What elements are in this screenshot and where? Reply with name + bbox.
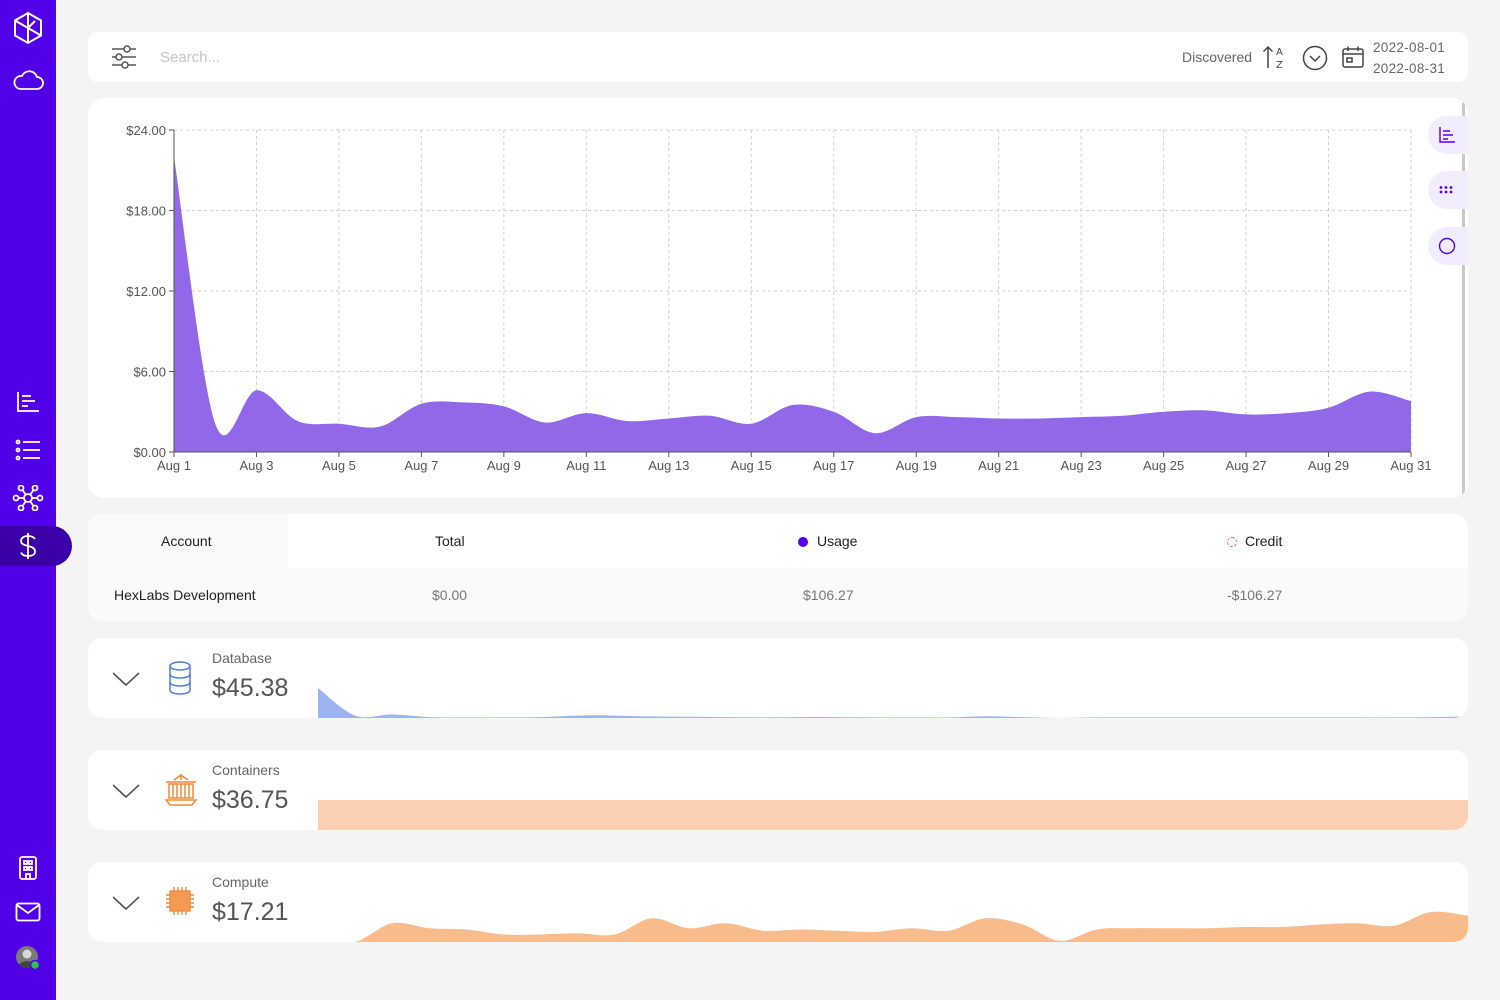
service-name: Database bbox=[212, 650, 272, 666]
x-tick-label: Aug 23 bbox=[1061, 458, 1102, 473]
header-usage[interactable]: Usage bbox=[798, 533, 857, 549]
network-icon[interactable] bbox=[8, 478, 48, 518]
svg-text:A: A bbox=[1276, 47, 1283, 58]
search-input[interactable] bbox=[160, 45, 760, 69]
x-tick-label: Aug 3 bbox=[239, 458, 273, 473]
chart-type-bar-button[interactable] bbox=[1428, 116, 1468, 154]
service-cost: $17.21 bbox=[212, 898, 289, 926]
service-cost: $45.38 bbox=[212, 674, 289, 702]
y-tick-label: $6.00 bbox=[133, 365, 166, 380]
svg-text:Z: Z bbox=[1276, 60, 1283, 70]
list-icon[interactable] bbox=[8, 430, 48, 470]
header-credit[interactable]: Credit bbox=[1227, 533, 1282, 549]
chevron-down-icon[interactable] bbox=[110, 892, 142, 914]
row-total: $0.00 bbox=[432, 587, 468, 603]
account-header-bg bbox=[88, 514, 288, 568]
x-tick-label: Aug 9 bbox=[487, 458, 521, 473]
header-credit-label: Credit bbox=[1245, 533, 1283, 549]
bar-chart-icon bbox=[1439, 127, 1455, 143]
header-account[interactable]: Account bbox=[161, 533, 212, 549]
row-credit: -$106.27 bbox=[1227, 587, 1283, 603]
service-card-compute[interactable]: Compute $17.21 bbox=[88, 862, 1468, 942]
cloud-icon[interactable] bbox=[8, 60, 48, 100]
dollar-icon[interactable] bbox=[8, 526, 48, 566]
x-tick-label: Aug 1 bbox=[157, 458, 191, 473]
date-range-end[interactable]: 2022-08-31 bbox=[1373, 61, 1446, 76]
account-table: Account Total Usage Credit HexLabs Devel… bbox=[88, 514, 1468, 621]
credit-legend-dot bbox=[1227, 537, 1237, 547]
y-tick-label: $24.00 bbox=[126, 123, 166, 138]
service-cost: $36.75 bbox=[212, 786, 289, 814]
service-card-database[interactable]: Database $45.38 bbox=[88, 638, 1468, 718]
chart-type-grid-button[interactable] bbox=[1428, 171, 1468, 209]
x-tick-label: Aug 27 bbox=[1225, 458, 1266, 473]
service-card-containers[interactable]: Containers $36.75 bbox=[88, 750, 1468, 830]
header-total[interactable]: Total bbox=[435, 533, 465, 549]
sort-label[interactable]: Discovered bbox=[1182, 49, 1253, 65]
service-sparkline bbox=[318, 911, 1468, 942]
x-tick-label: Aug 17 bbox=[813, 458, 854, 473]
sparkline-area bbox=[318, 800, 1468, 830]
active-nav-indicator bbox=[0, 526, 72, 566]
chevron-down-icon[interactable] bbox=[110, 668, 142, 690]
scrollbar[interactable] bbox=[1462, 102, 1465, 498]
mail-icon[interactable] bbox=[8, 892, 48, 932]
x-tick-label: Aug 19 bbox=[896, 458, 937, 473]
cost-area-chart: $0.00 $6.00 $12.00 $18.00 $24.00 Aug 1 Aug 3 Au… bbox=[126, 123, 1431, 473]
grid-dots-icon bbox=[1439, 186, 1453, 194]
y-tick-label: $0.00 bbox=[133, 445, 166, 460]
x-tick-label: Aug 7 bbox=[404, 458, 438, 473]
chevron-down-circle-icon[interactable] bbox=[1302, 45, 1328, 71]
toolbar: Discovered A Z 2022-08-01 2022-08-31 bbox=[88, 32, 1468, 82]
service-sparkline bbox=[318, 800, 1468, 830]
x-tick-label: Aug 31 bbox=[1390, 458, 1431, 473]
building-icon[interactable] bbox=[8, 848, 48, 888]
cost-chart-card: $0.00 $6.00 $12.00 $18.00 $24.00 Aug 1 Aug 3 Au… bbox=[88, 98, 1468, 498]
x-tick-label: Aug 11 bbox=[566, 458, 606, 473]
x-tick-label: Aug 25 bbox=[1143, 458, 1184, 473]
row-usage: $106.27 bbox=[803, 587, 854, 603]
x-tick-label: Aug 21 bbox=[978, 458, 1019, 473]
service-sparkline bbox=[318, 688, 1468, 718]
sort-az-icon[interactable]: A Z bbox=[1262, 44, 1288, 71]
service-name: Containers bbox=[212, 762, 280, 778]
chart-type-pie-button[interactable] bbox=[1428, 227, 1468, 265]
service-name: Compute bbox=[212, 874, 269, 890]
chevron-down-icon[interactable] bbox=[110, 780, 142, 802]
area-series-usage bbox=[174, 156, 1411, 453]
usage-legend-dot bbox=[798, 537, 808, 547]
x-tick-label: Aug 5 bbox=[322, 458, 356, 473]
x-tick-label: Aug 29 bbox=[1308, 458, 1349, 473]
table-header-row: Account Total Usage Credit bbox=[88, 514, 1468, 568]
sidebar bbox=[0, 0, 72, 1000]
row-account: HexLabs Development bbox=[114, 587, 256, 603]
filter-sliders-icon[interactable] bbox=[110, 44, 138, 70]
sparkline-area bbox=[318, 911, 1468, 942]
y-tick-label: $12.00 bbox=[126, 284, 166, 299]
date-range-start[interactable]: 2022-08-01 bbox=[1373, 40, 1446, 55]
bar-chart-icon[interactable] bbox=[8, 382, 48, 422]
x-tick-label: Aug 13 bbox=[648, 458, 689, 473]
y-tick-label: $18.00 bbox=[126, 204, 166, 219]
container-ship-icon bbox=[164, 772, 198, 808]
x-tick-label: Aug 15 bbox=[731, 458, 772, 473]
calendar-icon[interactable] bbox=[1341, 45, 1365, 69]
header-usage-label: Usage bbox=[817, 533, 858, 549]
cpu-chip-icon bbox=[164, 884, 196, 920]
hexlabs-logo-icon[interactable] bbox=[8, 8, 48, 48]
database-icon bbox=[164, 660, 196, 696]
user-avatar[interactable] bbox=[8, 938, 48, 978]
pie-circle-icon bbox=[1438, 237, 1456, 255]
sparkline-area bbox=[318, 688, 1468, 718]
